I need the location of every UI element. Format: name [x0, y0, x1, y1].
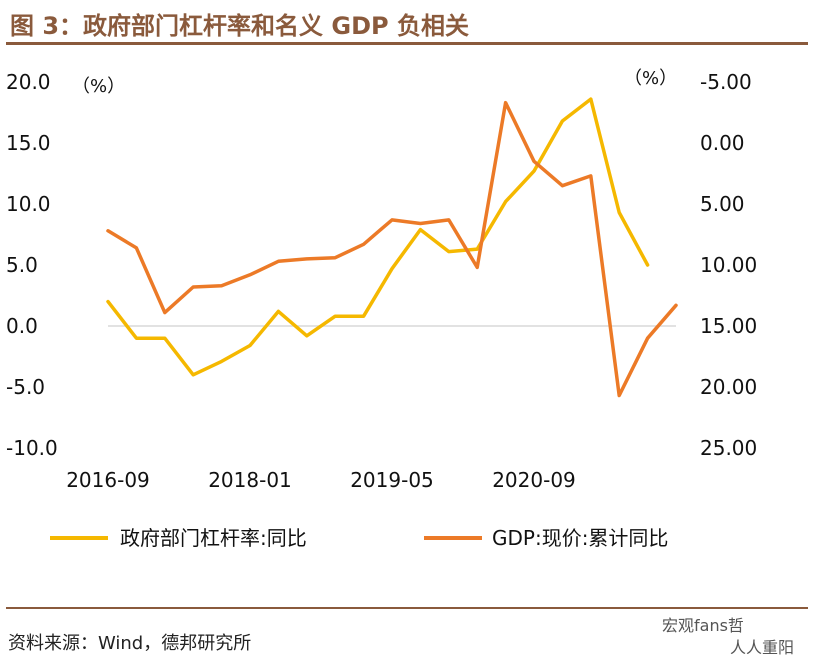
left-tick-label: -10.0 [6, 436, 58, 460]
source-note: 资料来源：Wind，德邦研究所 [8, 633, 252, 654]
right-tick-label: 10.00 [700, 253, 757, 277]
left-tick-label: -5.0 [6, 375, 45, 399]
figure-title: 图 3：政府部门杠杆率和名义 GDP 负相关 [10, 12, 469, 40]
left-tick-label: 15.0 [6, 131, 51, 155]
series-layer [106, 97, 678, 398]
right-tick-label: 5.00 [700, 192, 745, 216]
left-tick-label: 5.0 [6, 253, 38, 277]
series-line-gov [106, 97, 650, 377]
legend: 政府部门杠杆率:同比 GDP:现价:累计同比 [50, 526, 668, 550]
x-tick-label: 2019-05 [350, 468, 434, 492]
right-axis-unit: （%） [624, 68, 677, 89]
right-tick-label: -5.00 [700, 70, 752, 94]
right-tick-label: 15.00 [700, 314, 757, 338]
watermark: 宏观fans哲 [662, 616, 744, 635]
left-tick-label: 10.0 [6, 192, 51, 216]
x-tick-label: 2020-09 [492, 468, 576, 492]
axes-layer: 20.0 15.0 10.0 5.0 0.0 -5.0 -10.0 -5.00 0.00 5.00… [6, 70, 757, 492]
legend-label-gdp: GDP:现价:累计同比 [492, 526, 668, 550]
left-axis-unit: （%） [72, 76, 125, 97]
legend-label-gov: 政府部门杠杆率:同比 [120, 526, 307, 550]
x-tick-label: 2018-01 [208, 468, 292, 492]
right-tick-label: 0.00 [700, 131, 745, 155]
left-tick-label: 20.0 [6, 70, 51, 94]
chart: 20.0 15.0 10.0 5.0 0.0 -5.0 -10.0 -5.00 0.00 5.00… [6, 68, 757, 550]
bottom-rule [6, 607, 808, 609]
left-tick-label: 0.0 [6, 314, 38, 338]
x-tick-label: 2016-09 [66, 468, 150, 492]
right-tick-label: 20.00 [700, 375, 757, 399]
top-rule [6, 42, 808, 45]
series-line-gdp [106, 100, 678, 398]
right-tick-label: 25.00 [700, 436, 757, 460]
watermark-sub: 人人重阳 [730, 638, 795, 657]
